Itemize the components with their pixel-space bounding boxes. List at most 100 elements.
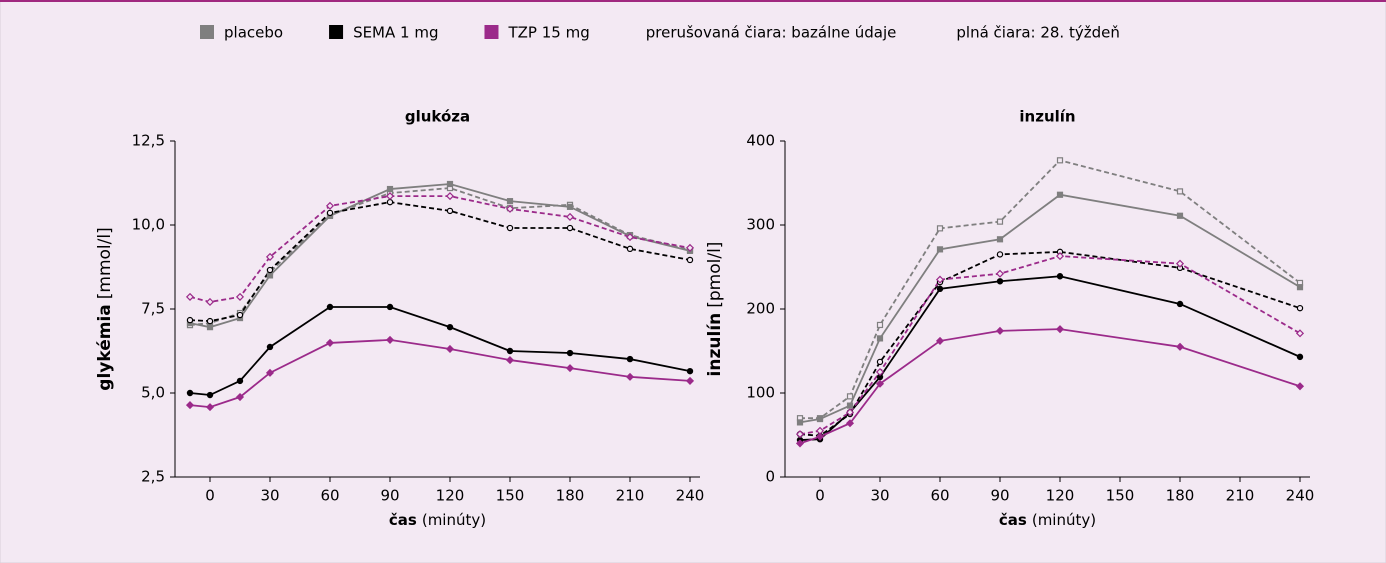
point	[685, 243, 695, 252]
point	[386, 185, 394, 193]
x-tick-label: 120	[436, 487, 465, 505]
legend-swatch	[329, 25, 344, 39]
top-border	[0, 0, 1386, 2]
point	[266, 343, 274, 351]
x-label-unit: (minúty)	[1032, 511, 1096, 529]
point	[936, 225, 944, 232]
point	[875, 367, 885, 377]
y-axis-label: inzulín [pmol/l]	[705, 242, 725, 377]
legend-label: SEMA 1 mg	[353, 24, 438, 42]
point	[686, 367, 694, 375]
point	[445, 344, 455, 354]
line	[799, 255, 1301, 436]
point	[235, 392, 245, 402]
point	[1175, 342, 1185, 351]
x-tick-label: 30	[870, 487, 889, 505]
point	[876, 321, 884, 329]
point	[326, 303, 334, 311]
point	[1056, 157, 1064, 164]
point	[266, 266, 274, 274]
y-tick-label: 12,5	[132, 132, 165, 150]
point	[205, 403, 215, 412]
point	[386, 303, 394, 311]
x-tick-label: 150	[496, 487, 525, 505]
x-tick-label: 180	[556, 487, 585, 505]
x-tick-label: 210	[616, 487, 645, 505]
legend-note: plná čiara: 28. týždeň	[956, 24, 1119, 42]
point	[506, 347, 514, 355]
point	[236, 311, 244, 319]
point	[686, 256, 694, 264]
point	[566, 203, 574, 210]
point	[1295, 329, 1305, 338]
point	[996, 218, 1004, 225]
point	[1056, 273, 1064, 280]
point	[185, 292, 195, 301]
point	[506, 224, 514, 232]
point	[236, 377, 244, 385]
x-tick-label: 180	[1166, 487, 1195, 505]
point	[505, 356, 515, 365]
point	[625, 372, 635, 381]
point	[1296, 353, 1304, 361]
point	[936, 246, 944, 253]
point	[936, 285, 944, 293]
x-tick-label: 90	[380, 487, 399, 505]
legend-label: placebo	[224, 24, 283, 42]
point	[206, 317, 214, 325]
point	[1055, 325, 1065, 334]
point	[816, 415, 824, 423]
x-tick-label: 60	[320, 487, 339, 505]
point	[445, 192, 455, 201]
x-tick-label: 120	[1046, 487, 1075, 505]
point	[846, 393, 854, 400]
point	[186, 389, 194, 397]
point	[626, 245, 634, 253]
point	[995, 269, 1005, 278]
point	[446, 207, 454, 215]
point	[1056, 191, 1064, 198]
point	[1175, 259, 1185, 268]
x-tick-label: 30	[260, 487, 279, 505]
point	[265, 252, 275, 261]
y-tick-label: 10,0	[132, 216, 165, 234]
point	[565, 364, 575, 373]
point	[876, 335, 884, 342]
x-tick-label: 0	[815, 487, 825, 505]
point	[845, 408, 855, 417]
point	[1176, 300, 1184, 308]
y-axis-label: glykémia [mmol/l]	[95, 227, 115, 390]
legend-note: prerušovaná čiara: bazálne údaje	[646, 24, 897, 42]
point	[685, 376, 695, 385]
point	[205, 297, 215, 306]
x-axis-label: čas (minúty)	[389, 511, 486, 529]
point	[795, 430, 805, 439]
point	[1176, 188, 1184, 195]
point	[996, 251, 1004, 258]
y-label-bold: glykémia	[95, 304, 115, 390]
point	[845, 419, 855, 428]
x-label-bold: čas	[999, 511, 1027, 529]
point	[796, 419, 804, 426]
point	[996, 278, 1004, 285]
point	[875, 379, 885, 388]
point	[185, 401, 195, 410]
point	[325, 338, 335, 347]
point	[876, 358, 884, 366]
point	[996, 236, 1004, 243]
x-tick-label: 240	[1286, 487, 1315, 505]
y-tick-label: 400	[746, 132, 775, 150]
x-tick-label: 0	[205, 487, 215, 505]
y-tick-label: 0	[765, 468, 775, 486]
x-tick-label: 210	[1226, 487, 1255, 505]
x-tick-label: 150	[1106, 487, 1135, 505]
point	[206, 391, 214, 399]
point	[815, 432, 825, 441]
y-tick-label: 5,0	[141, 384, 165, 402]
x-tick-label: 60	[930, 487, 949, 505]
y-tick-label: 2,5	[141, 468, 165, 486]
point	[1296, 284, 1304, 291]
